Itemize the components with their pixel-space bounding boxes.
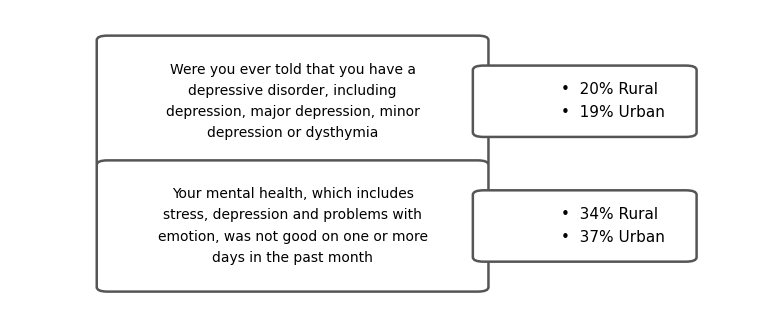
FancyBboxPatch shape [473,65,697,137]
FancyBboxPatch shape [473,190,697,262]
Text: Were you ever told that you have a
depressive disorder, including
depression, ma: Were you ever told that you have a depre… [166,63,420,140]
Text: Your mental health, which includes
stress, depression and problems with
emotion,: Your mental health, which includes stres… [158,187,427,265]
FancyBboxPatch shape [97,160,488,292]
Text: •  20% Rural
•  19% Urban: • 20% Rural • 19% Urban [560,82,665,120]
FancyBboxPatch shape [97,36,488,167]
Text: •  34% Rural
•  37% Urban: • 34% Rural • 37% Urban [560,207,665,245]
